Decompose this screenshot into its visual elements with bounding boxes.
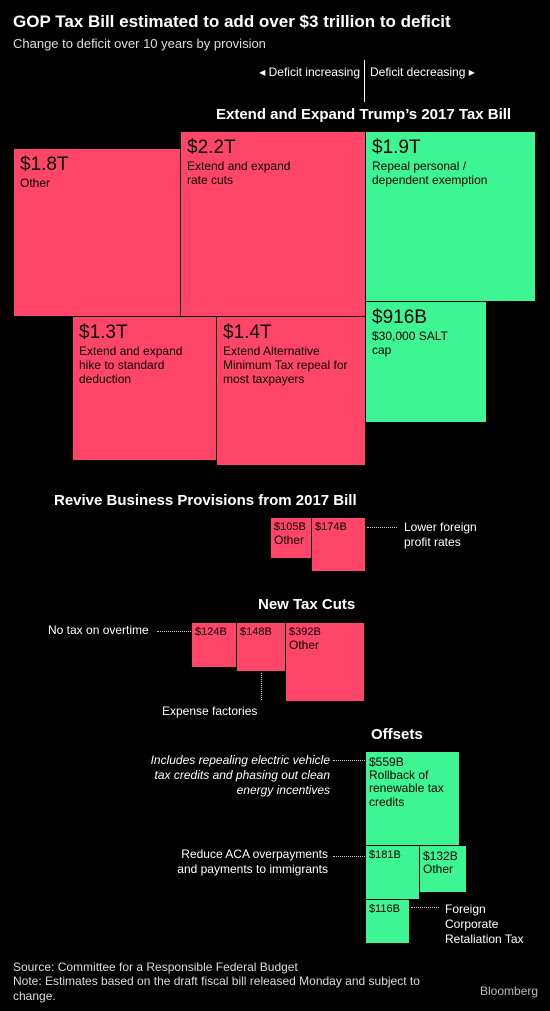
box-label: Extend and expand rate cuts: [187, 158, 291, 187]
box-label: Other: [423, 861, 454, 876]
source-note: Source: Committee for a Responsible Fede…: [13, 960, 298, 974]
leader-line: [333, 856, 365, 857]
leader-line: [367, 527, 397, 528]
box-label: Rollback of renewable tax credits: [369, 767, 444, 810]
box-factories: $148B: [236, 622, 286, 672]
box-label: Other: [20, 175, 51, 190]
box-salt-cap: $916B $30,000 SALT cap: [365, 301, 487, 423]
leader-line: [157, 631, 191, 632]
section-title-extend-2017: Extend and Expand Trump’s 2017 Tax Bill: [216, 106, 512, 123]
box-value: $116B: [369, 903, 400, 915]
box-renewable-rollback: $559B Rollback of renewable tax credits: [365, 751, 460, 846]
axis-divider: [364, 60, 365, 102]
annotation-text: Lower foreign profit rates: [404, 520, 477, 549]
box-label: Repeal personal / dependent exemption: [372, 158, 488, 187]
annotation-renewables: Includes repealing electric vehicle tax …: [150, 753, 330, 797]
box-value: $148B: [240, 626, 272, 638]
box-value: $105B: [274, 521, 306, 533]
box-label: Extend and expand hike to standard deduc…: [79, 343, 183, 386]
box-value: $916B: [372, 307, 427, 328]
axis-label-deficit-increasing: ◂ Deficit increasing: [259, 65, 360, 79]
leader-line: [411, 907, 439, 908]
box-foreign-profit: $174B: [311, 517, 366, 572]
box-value: $174B: [315, 521, 347, 533]
box-offsets-other: $132B Other: [419, 845, 467, 893]
box-business-other: $105B Other: [270, 517, 312, 559]
box-label: Other: [274, 532, 305, 547]
box-other-1-8t: $1.8T Other: [13, 148, 181, 317]
annotation-overtime: No tax on overtime: [48, 623, 149, 637]
box-label: $30,000 SALT cap: [372, 328, 448, 357]
axis-label-deficit-decreasing: Deficit decreasing ▸: [370, 65, 475, 79]
box-new-cuts-other: $392B Other: [285, 622, 365, 702]
box-value: $1.9T: [372, 137, 421, 158]
box-value: $559B: [369, 755, 404, 769]
annotation-factories: Expense factories: [162, 704, 258, 718]
box-aca: $181B: [365, 845, 420, 900]
box-foreign-corporate: $116B: [365, 899, 410, 944]
annotation-foreign-profit: Lower foreign profit rates: [404, 520, 494, 550]
section-title-offsets: Offsets: [371, 726, 423, 743]
section-title-new-tax-cuts: New Tax Cuts: [258, 596, 356, 613]
box-value: $392B: [289, 626, 321, 638]
publisher-logo: Bloomberg: [480, 984, 539, 998]
box-standard-deduction: $1.3T Extend and expand hike to standard…: [72, 316, 217, 461]
box-label: Other: [289, 637, 320, 652]
box-personal-exemption: $1.9T Repeal personal / dependent exempt…: [365, 131, 536, 302]
box-value: $1.8T: [20, 154, 69, 175]
box-value: $132B: [423, 849, 458, 863]
leader-line: [333, 760, 365, 761]
footer: Source: Committee for a Responsible Fede…: [13, 960, 453, 1003]
box-overtime: $124B: [191, 622, 237, 668]
box-value: $1.4T: [223, 322, 272, 343]
footnote: Note: Estimates based on the draft fisca…: [13, 974, 420, 1003]
box-value: $1.3T: [79, 322, 128, 343]
chart-subtitle: Change to deficit over 10 years by provi…: [13, 36, 266, 51]
leader-line: [261, 673, 262, 700]
annotation-fcrt: Foreign Corporate Retaliation Tax: [445, 902, 524, 946]
box-amt-repeal: $1.4T Extend Alternative Minimum Tax rep…: [216, 316, 366, 466]
box-label: Extend Alternative Minimum Tax repeal fo…: [223, 343, 348, 386]
section-title-business: Revive Business Provisions from 2017 Bil…: [54, 492, 357, 509]
box-value: $181B: [369, 849, 401, 861]
chart-title: GOP Tax Bill estimated to add over $3 tr…: [13, 12, 451, 31]
box-value: $2.2T: [187, 137, 236, 158]
box-rate-cuts: $2.2T Extend and expand rate cuts: [180, 131, 366, 317]
box-value: $124B: [195, 626, 227, 638]
annotation-aca: Reduce ACA overpayments and payments to …: [177, 847, 328, 876]
